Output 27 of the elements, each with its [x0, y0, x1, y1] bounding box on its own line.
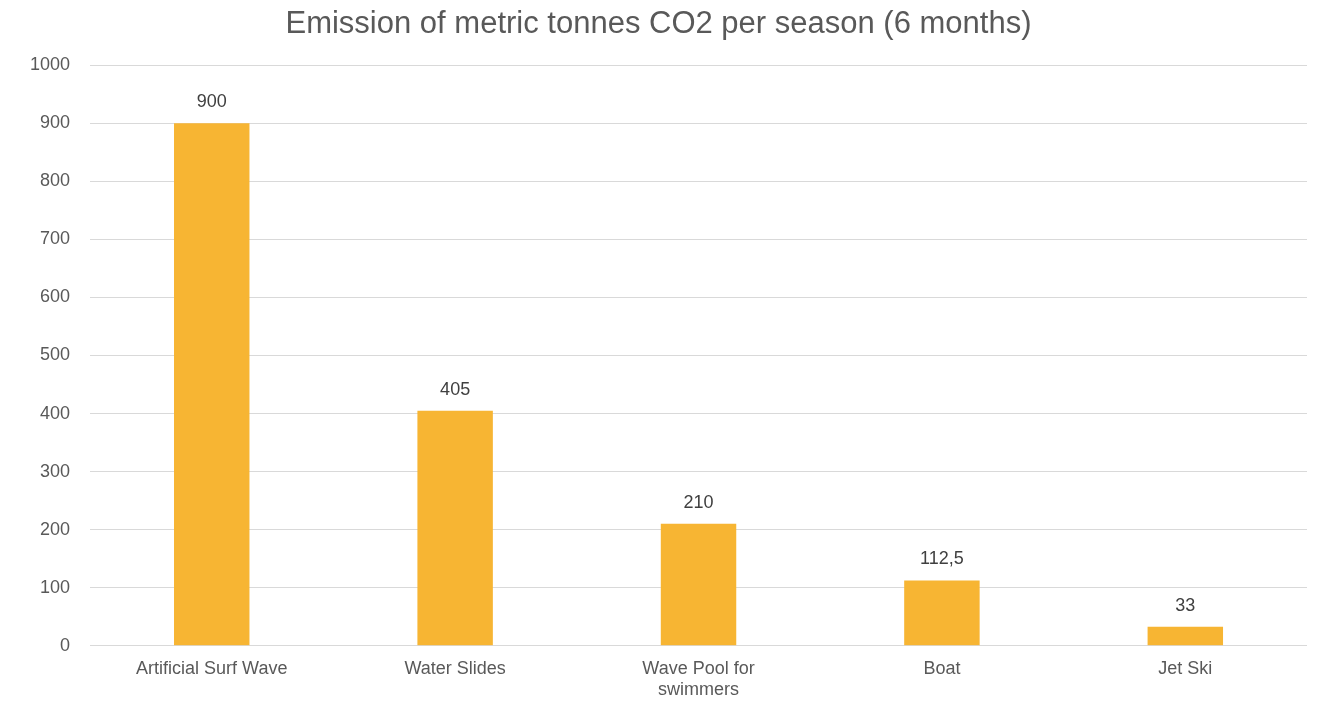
y-tick-label: 600 — [40, 286, 71, 307]
y-tick-label: 0 — [60, 634, 71, 655]
x-tick-label: Jet Ski — [1158, 657, 1213, 678]
bar — [1147, 626, 1224, 646]
y-tick-label: 1000 — [30, 54, 71, 75]
y-tick-label: 700 — [40, 228, 71, 249]
x-tick-label: Boat — [923, 657, 961, 678]
bar — [660, 523, 737, 646]
x-tick-label: Artificial Surf Wave — [136, 657, 288, 678]
y-tick-label: 500 — [40, 344, 71, 365]
data-label: 210 — [683, 491, 714, 512]
y-tick-label: 400 — [40, 402, 71, 423]
y-tick-label: 300 — [40, 460, 71, 481]
y-tick-label: 900 — [40, 112, 71, 133]
bar — [904, 580, 980, 646]
data-label: 112,5 — [920, 548, 964, 569]
x-tick-label: Wave Pool for swimmers — [642, 657, 755, 700]
data-label: 900 — [196, 91, 227, 112]
data-label: 33 — [1175, 594, 1196, 615]
x-tick-label: Water Slides — [404, 657, 506, 678]
data-label: 405 — [440, 378, 471, 399]
y-tick-label: 100 — [40, 576, 71, 597]
bar — [174, 123, 250, 646]
y-tick-label: 800 — [40, 170, 71, 191]
chart-title: Emission of metric tonnes CO2 per season (6 months) — [285, 5, 1032, 41]
y-tick-label: 200 — [40, 518, 71, 539]
bar — [417, 410, 493, 646]
